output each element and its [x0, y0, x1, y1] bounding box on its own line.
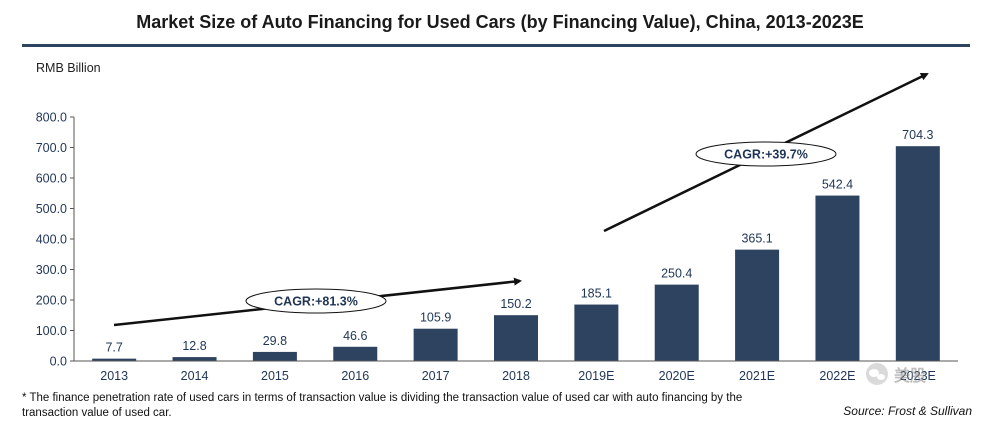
bar-2020E: [654, 284, 699, 361]
bar-2021E: [735, 249, 780, 361]
y-tick-label: 300.0: [36, 263, 67, 277]
bar-2015: [252, 351, 297, 361]
x-tick-label-2019E: 2019E: [578, 369, 614, 383]
data-label-2015: 29.8: [263, 334, 287, 348]
x-tick-label-2021E: 2021E: [739, 369, 775, 383]
y-tick-label: 0.0: [50, 355, 67, 369]
bar-2016: [333, 346, 378, 361]
bar-2013: [92, 358, 137, 361]
watermark: 美股: [866, 359, 970, 389]
x-tick-label-2022E: 2022E: [819, 369, 855, 383]
data-label-2018: 150.2: [500, 297, 531, 311]
x-tick-label-2020E: 2020E: [659, 369, 695, 383]
data-label-2014: 12.8: [182, 339, 206, 353]
bar-2018: [494, 315, 538, 361]
x-tick-label-2016: 2016: [341, 369, 369, 383]
data-label-2023E: 704.3: [902, 128, 933, 142]
y-tick-label: 400.0: [36, 233, 67, 247]
bars: 7.7 12.8 29.8 46.6 105.9 150.2 185.1 250.4 365.1…: [92, 128, 940, 361]
data-label-2013: 7.7: [105, 341, 122, 355]
footnote: * The finance penetration rate of used c…: [22, 392, 743, 419]
chart-title: Market Size of Auto Financing for Used C…: [136, 12, 864, 32]
bar-2022E: [815, 195, 860, 361]
watermark-text: 美股: [894, 368, 927, 385]
source-credit: Source: Frost & Sullivan: [843, 404, 972, 418]
cagr-label-early: CAGR:+81.3%: [274, 295, 358, 309]
y-tick-label: 800.0: [36, 111, 67, 125]
cagr-annotation-early: CAGR:+81.3%: [245, 288, 387, 314]
x-tick-label-2017: 2017: [422, 369, 450, 383]
bar-2017: [413, 328, 458, 361]
y-tick-label: 100.0: [36, 324, 67, 338]
title-divider: [22, 44, 970, 47]
y-tick-label: 500.0: [36, 202, 67, 216]
x-tick-label-2014: 2014: [181, 369, 209, 383]
y-tick-label: 200.0: [36, 294, 67, 308]
bar-2023E: [895, 146, 940, 361]
y-axis-unit-label: RMB Billion: [36, 61, 101, 75]
x-tick-label-2023E: 2023E: [900, 369, 936, 383]
data-label-2016: 46.6: [343, 329, 367, 343]
data-label-2017: 105.9: [420, 311, 451, 325]
y-tick-label: 700.0: [36, 141, 67, 155]
wechat-icon: [866, 363, 888, 385]
x-tick-label-2018: 2018: [502, 369, 530, 383]
y-axis: 0.0 100.0 200.0 300.0 400.0 500.0 600.0 700.0 80…: [36, 111, 75, 369]
x-axis: 2013 2014 2015 2016 2017 2018 2019E 2020E 2021E 2…: [74, 360, 958, 383]
bar-2019E: [574, 304, 619, 361]
x-tick-label-2015: 2015: [261, 369, 289, 383]
y-tick-label: 600.0: [36, 172, 67, 186]
data-label-2021E: 365.1: [741, 232, 772, 246]
data-label-2022E: 542.4: [822, 178, 853, 192]
data-label-2020E: 250.4: [661, 267, 692, 281]
bar-2014: [172, 357, 217, 361]
data-label-2019E: 185.1: [581, 287, 612, 301]
cagr-annotation-late: CAGR:+39.7%: [695, 141, 837, 167]
x-tick-label-2013: 2013: [100, 369, 128, 383]
cagr-label-late: CAGR:+39.7%: [724, 148, 808, 162]
